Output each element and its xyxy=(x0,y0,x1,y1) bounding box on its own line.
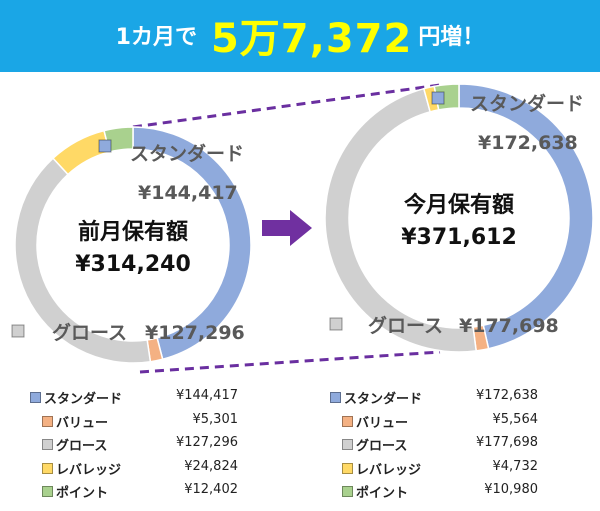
legend-label-growth: グロース xyxy=(56,439,108,454)
legend-value-standard: ¥172,638 xyxy=(475,388,538,403)
headline-text: 1カ月で 5万7,372 円増！ xyxy=(0,6,600,66)
donut-1-callout-0-name: スタンダード xyxy=(470,92,584,115)
donut-1-callout-0-value: ¥172,638 xyxy=(478,132,578,154)
legend-row-leverage: レバレッジ ¥24,824 xyxy=(30,459,310,483)
legend-row-point: ポイント ¥10,980 xyxy=(330,482,600,506)
donut-0-callout-0-name: スタンダード xyxy=(130,142,244,165)
legend-value-point: ¥12,402 xyxy=(184,482,238,497)
headline-amount: 5万7,372 xyxy=(210,16,413,62)
legend-swatch-value xyxy=(342,415,353,427)
connector-line-top xyxy=(132,83,441,129)
legend-label-point: ポイント xyxy=(56,486,109,501)
legend-label-standard: スタンダード xyxy=(44,392,123,407)
donut-0-center-total: ¥314,240 xyxy=(75,252,191,277)
headline-prefix: 1カ月で xyxy=(115,25,197,50)
legend-row-point: ポイント ¥12,402 xyxy=(30,482,310,506)
donut-1-callout-1-value: ¥177,698 xyxy=(459,315,559,337)
legend-row-leverage: レバレッジ ¥4,732 xyxy=(330,459,600,483)
donut-charts-area: 前月保有額 ¥314,240 今月保有額 ¥371,612 スタンダード ¥144,417… xyxy=(11,83,594,374)
donut-0-center-title: 前月保有額 xyxy=(78,219,188,245)
donut-1-center-total: ¥371,612 xyxy=(401,225,517,250)
donut-0-callout-1-name: グロース xyxy=(52,321,127,344)
legend-previous-month: スタンダード ¥144,417 バリュー ¥5,301 グロース ¥127,296 レバレッ… xyxy=(30,388,310,506)
legend-row-value: バリュー ¥5,301 xyxy=(30,412,310,436)
legend-label-leverage: レバレッジ xyxy=(56,462,122,478)
legend-label-leverage: レバレッジ xyxy=(356,462,422,478)
legend-value-leverage: ¥24,824 xyxy=(184,458,238,474)
legend-row-standard: スタンダード ¥144,417 xyxy=(30,388,310,412)
donut-1-center-title: 今月保有額 xyxy=(404,192,514,218)
donut-1-callout-0-swatch xyxy=(431,91,445,105)
donut-1-callout-1-swatch xyxy=(329,317,343,331)
legend-row-growth: グロース ¥177,698 xyxy=(330,435,600,459)
legend-swatch-point xyxy=(342,486,353,497)
legend-label-growth: グロース xyxy=(356,439,408,454)
right-arrow-icon xyxy=(262,210,312,246)
legend-value-leverage: ¥4,732 xyxy=(492,458,539,474)
legend-label-point: ポイント xyxy=(356,486,409,501)
legend-value-standard: ¥144,417 xyxy=(175,388,238,403)
legend-label-value: バリュー xyxy=(356,415,409,431)
legend-swatch-growth xyxy=(42,439,53,450)
legend-swatch-growth xyxy=(342,439,353,450)
headline-banner: 1カ月で 5万7,372 円増！ xyxy=(0,0,600,72)
legend-value-value: ¥5,301 xyxy=(192,411,239,427)
donut-1-slice-growth xyxy=(324,87,478,353)
donut-0-callout-1-value: ¥127,296 xyxy=(145,322,245,344)
legend-swatch-standard xyxy=(30,392,41,403)
connector-line-bottom xyxy=(139,350,441,374)
headline-suffix: 円増！ xyxy=(418,25,485,50)
legend-current-month: スタンダード ¥172,638 バリュー ¥5,564 グロース ¥177,698 レバレッ… xyxy=(330,388,600,506)
legend-swatch-point xyxy=(42,486,53,497)
legend-swatch-value xyxy=(42,415,53,427)
legend-row-value: バリュー ¥5,564 xyxy=(330,412,600,436)
legend-row-standard: スタンダード ¥172,638 xyxy=(330,388,600,412)
legend-value-growth: ¥127,296 xyxy=(175,435,238,450)
legend-value-value: ¥5,564 xyxy=(492,411,539,427)
donut-1-callout-1-name: グロース xyxy=(368,314,443,337)
legend-swatch-leverage xyxy=(342,462,353,474)
legend-value-growth: ¥177,698 xyxy=(475,435,538,450)
donut-0-callout-0-swatch xyxy=(98,139,112,153)
donut-0-callout-1-swatch xyxy=(11,324,25,338)
donut-0-slice-point xyxy=(103,126,134,153)
legend-label-value: バリュー xyxy=(56,415,109,431)
legend-label-standard: スタンダード xyxy=(344,392,423,407)
legend-swatch-leverage xyxy=(42,462,53,474)
legend-value-point: ¥10,980 xyxy=(484,482,538,497)
legend-row-growth: グロース ¥127,296 xyxy=(30,435,310,459)
legend-swatch-standard xyxy=(330,392,341,403)
donut-0-callout-0-value: ¥144,417 xyxy=(138,182,238,204)
